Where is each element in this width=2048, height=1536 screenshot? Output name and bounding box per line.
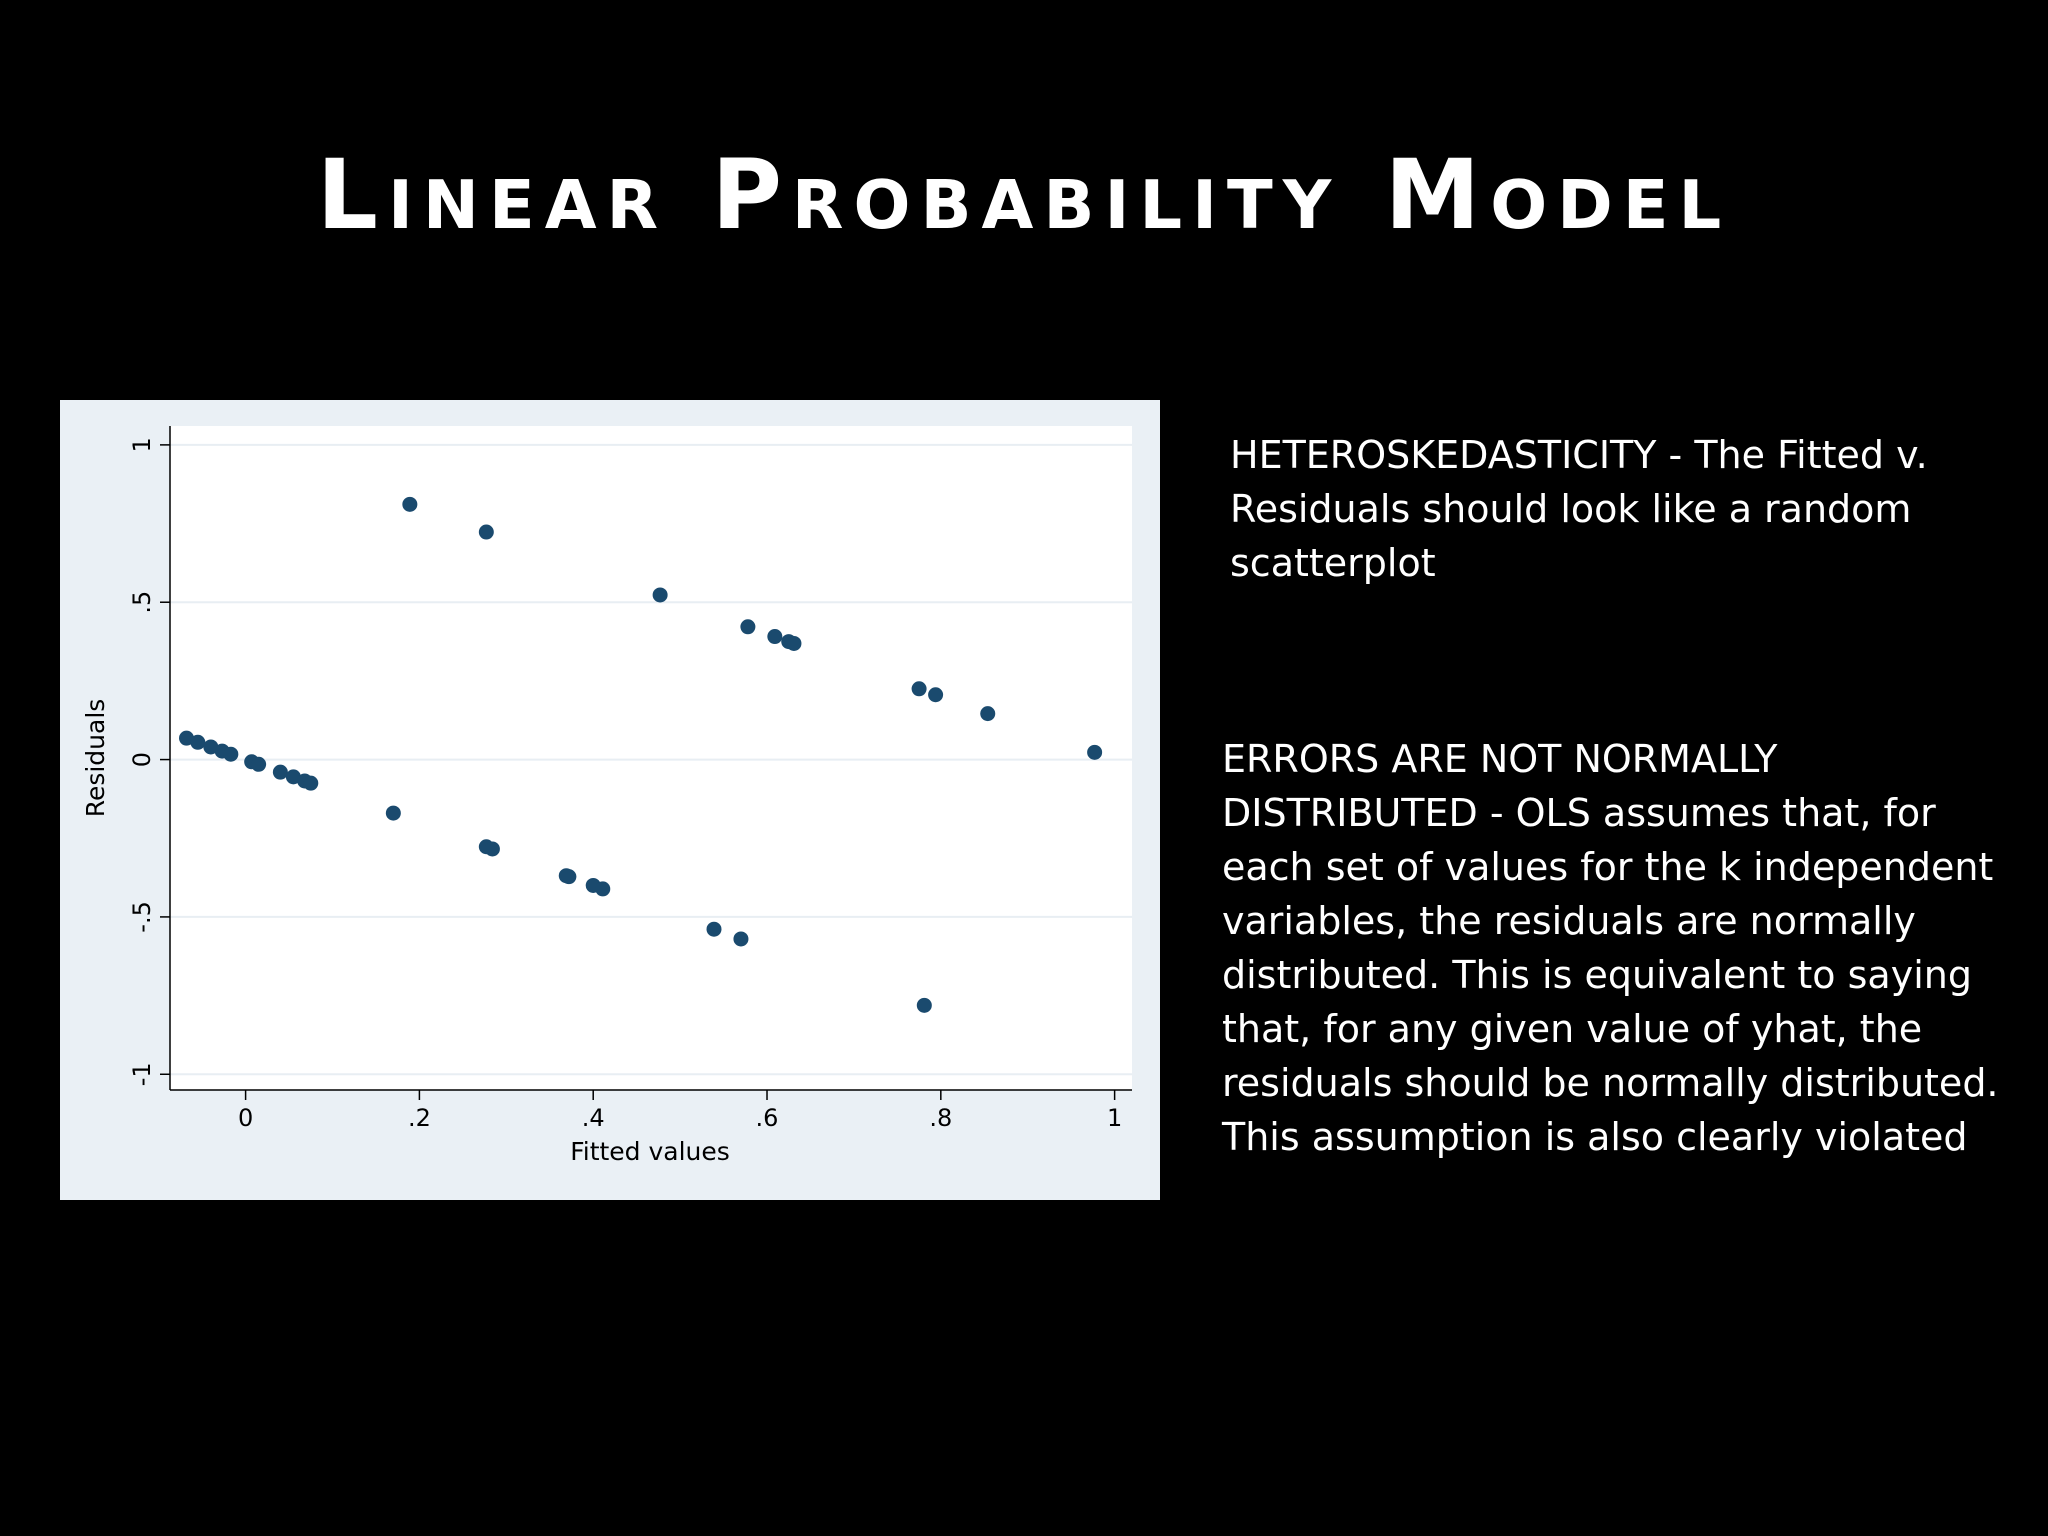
data-point [767,629,783,645]
data-point [385,805,401,821]
data-point [285,769,301,785]
data-point [303,775,319,791]
slide-title: Linear Probability Model [316,139,1732,251]
y-axis-label: Residuals [81,699,110,818]
data-point [786,635,802,651]
data-point [652,587,668,603]
data-point [478,524,494,540]
data-point [916,997,932,1013]
x-tick-label: .2 [408,1104,431,1132]
data-point [706,921,722,937]
scatter-plot-svg: -1 -.5 0 .5 1 0 .2 .4 .6 .8 1 Fitted values Resid… [81,426,1132,1166]
y-tick-label: 1 [128,437,156,452]
normality-note: ERRORS ARE NOT NORMALLY DISTRIBUTED - OL… [1222,737,1999,1159]
data-points [179,496,1103,1013]
y-tick-label: .5 [128,591,156,614]
data-point [223,746,239,762]
grid-lines [170,443,1132,1076]
data-point [272,764,288,780]
residual-scatter-chart: -1 -.5 0 .5 1 0 .2 .4 .6 .8 1 Fitted values Resid… [60,400,1160,1200]
x-tick-label: 1 [1107,1104,1122,1132]
data-point [733,931,749,947]
data-point [740,619,756,635]
data-point [179,730,195,746]
y-axis-ticks: -1 -.5 0 .5 1 [128,437,170,1086]
data-point [402,496,418,512]
y-tick-label: -.5 [128,901,156,933]
data-point [203,739,219,755]
data-point [251,756,267,772]
x-axis-ticks: 0 .2 .4 .6 .8 1 [238,1090,1122,1132]
data-point [190,734,206,750]
plot-area [170,426,1132,1090]
data-point [561,869,577,885]
data-point [911,681,927,697]
heteroskedasticity-note: HETEROSKEDASTICITY - The Fitted v. Resid… [1230,433,1928,585]
x-axis-label: Fitted values [570,1137,730,1166]
data-point [595,881,611,897]
data-point [928,687,944,703]
x-tick-label: .4 [582,1104,605,1132]
data-point [1087,744,1103,760]
data-point [484,841,500,857]
data-point [980,706,996,722]
x-tick-label: 0 [238,1104,253,1132]
y-tick-label: 0 [128,752,156,767]
y-tick-label: -1 [128,1062,156,1086]
x-tick-label: .6 [756,1104,779,1132]
x-tick-label: .8 [929,1104,952,1132]
